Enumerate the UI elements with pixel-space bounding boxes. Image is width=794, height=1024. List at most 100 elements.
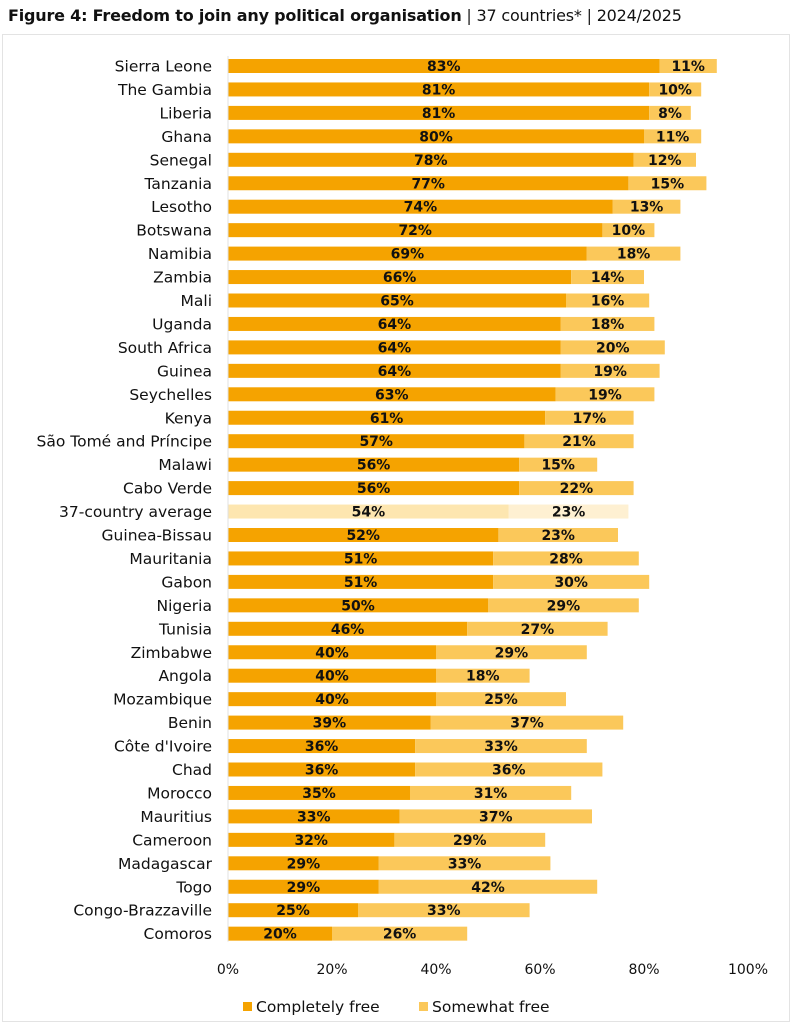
value-label-completely-free-s-o-tom-and-pr-ncipe: 57% — [359, 434, 393, 450]
chart-frame — [2, 34, 790, 1022]
bar-completely-free-mauritius — [228, 809, 400, 824]
bar-completely-free-senegal — [228, 152, 634, 167]
category-label-lesotho: Lesotho — [151, 198, 212, 216]
bar-somewhat-free-malawi — [519, 457, 598, 472]
bar-completely-free-guinea-bissau — [228, 528, 499, 542]
value-label-completely-free-benin: 39% — [313, 716, 347, 732]
category-label-cabo-verde: Cabo Verde — [123, 480, 212, 498]
bar-completely-free-tanzania — [228, 176, 629, 191]
category-label-botswana: Botswana — [136, 222, 212, 240]
bar-somewhat-free-the-gambia — [649, 82, 702, 97]
value-label-completely-free-south-africa: 64% — [378, 340, 412, 356]
bar-somewhat-free-sierra-leone — [659, 59, 717, 73]
bar-somewhat-free-zambia — [571, 270, 644, 285]
chart-title-period: 2024/2025 — [596, 6, 682, 25]
category-label-chad: Chad — [172, 761, 212, 779]
value-label-somewhat-free-37-country-average: 23% — [552, 505, 586, 521]
bar-somewhat-free-botswana — [602, 223, 655, 238]
title-separator-2: | — [586, 6, 592, 25]
legend-label-somewhat-free: Somewhat free — [432, 998, 550, 1016]
bar-completely-free-zimbabwe — [228, 645, 436, 660]
category-label-benin: Benin — [168, 714, 212, 732]
bar-somewhat-free-benin — [430, 715, 624, 730]
value-label-somewhat-free-cameroon: 29% — [453, 833, 487, 849]
value-label-completely-free-uganda: 64% — [378, 317, 412, 333]
value-label-completely-free-congo-brazzaville: 25% — [276, 903, 310, 919]
value-label-completely-free-nigeria: 50% — [341, 598, 375, 614]
value-label-completely-free-tanzania: 77% — [411, 176, 445, 192]
value-label-somewhat-free-nigeria: 29% — [547, 598, 581, 614]
category-label-mauritania: Mauritania — [129, 550, 212, 568]
value-label-somewhat-free-morocco: 31% — [474, 786, 508, 802]
value-label-somewhat-free-mauritius: 37% — [479, 809, 513, 825]
category-label-malawi: Malawi — [158, 456, 212, 474]
value-label-somewhat-free-tanzania: 15% — [651, 176, 685, 192]
x-tick-label-4: 80% — [628, 962, 659, 978]
category-label-the-gambia: The Gambia — [117, 81, 212, 99]
bar-completely-free-madagascar — [228, 856, 379, 871]
category-label-guinea: Guinea — [157, 362, 212, 380]
bar-completely-free-sierra-leone — [228, 59, 660, 73]
value-label-somewhat-free-guinea-bissau: 23% — [541, 528, 575, 544]
value-label-somewhat-free-ghana: 11% — [656, 129, 690, 145]
value-label-completely-free-namibia: 69% — [391, 247, 425, 263]
bar-completely-free-the-gambia — [228, 82, 650, 97]
bar-somewhat-free-namibia — [586, 246, 681, 261]
value-label-somewhat-free-kenya: 17% — [573, 411, 607, 427]
value-label-completely-free-seychelles: 63% — [375, 387, 409, 403]
bar-completely-free-morocco — [228, 785, 410, 800]
bar-somewhat-free-mozambique — [436, 692, 566, 707]
bar-somewhat-free-lesotho — [612, 199, 681, 214]
category-label-cameroon: Cameroon — [132, 831, 212, 849]
legend-swatch-somewhat-free — [419, 1002, 428, 1011]
bar-somewhat-free-tunisia — [467, 621, 608, 636]
category-label-s-o-tom-and-pr-ncipe: São Tomé and Príncipe — [37, 433, 213, 451]
category-label-tanzania: Tanzania — [144, 175, 213, 193]
value-label-somewhat-free-zimbabwe: 29% — [495, 645, 529, 661]
category-label-mauritius: Mauritius — [140, 808, 212, 826]
bar-somewhat-free-gabon — [493, 574, 650, 589]
value-label-completely-free-lesotho: 74% — [404, 200, 438, 216]
value-label-somewhat-free-gabon: 30% — [554, 575, 588, 591]
value-label-somewhat-free-malawi: 15% — [541, 458, 575, 474]
value-label-somewhat-free-cabo-verde: 22% — [560, 481, 594, 497]
value-label-completely-free-the-gambia: 81% — [422, 82, 456, 98]
bar-somewhat-free-uganda — [560, 316, 655, 331]
category-label-nigeria: Nigeria — [157, 597, 212, 615]
bar-completely-free-congo-brazzaville — [228, 903, 358, 918]
value-label-completely-free-togo: 29% — [287, 880, 321, 896]
value-label-somewhat-free-uganda: 18% — [591, 317, 625, 333]
bar-completely-free-south-africa — [228, 340, 561, 355]
value-label-completely-free-sierra-leone: 83% — [427, 59, 461, 75]
bar-somewhat-free-madagascar — [378, 856, 551, 871]
bar-somewhat-free-mali — [566, 293, 650, 308]
value-label-somewhat-free-lesotho: 13% — [630, 200, 664, 216]
value-label-completely-free-morocco: 35% — [302, 786, 336, 802]
category-label-south-africa: South Africa — [118, 339, 212, 357]
x-tick-label-0: 0% — [217, 962, 239, 978]
value-label-completely-free-zambia: 66% — [383, 270, 417, 286]
value-label-completely-free-mauritius: 33% — [297, 809, 331, 825]
value-label-completely-free-madagascar: 29% — [287, 856, 321, 872]
bar-completely-free-lesotho — [228, 199, 613, 214]
value-label-somewhat-free-namibia: 18% — [617, 247, 651, 263]
bar-somewhat-free-togo — [378, 879, 598, 894]
bar-somewhat-free-guinea-bissau — [498, 528, 618, 542]
category-label-guinea-bissau: Guinea-Bissau — [102, 527, 212, 545]
value-label-completely-free-tunisia: 46% — [331, 622, 365, 638]
category-label-senegal: Senegal — [150, 151, 212, 169]
value-label-somewhat-free-seychelles: 19% — [588, 387, 622, 403]
value-label-completely-free-mozambique: 40% — [315, 692, 349, 708]
bar-somewhat-free-senegal — [633, 152, 696, 167]
value-label-somewhat-free-liberia: 8% — [658, 106, 682, 122]
bar-somewhat-free-s-o-tom-and-pr-ncipe — [524, 434, 634, 449]
bar-somewhat-free-cabo-verde — [519, 481, 634, 496]
bar-completely-free-37-country-average — [228, 504, 509, 519]
value-label-somewhat-free-benin: 37% — [510, 716, 544, 732]
value-label-completely-free-cabo-verde: 56% — [357, 481, 391, 497]
category-label-madagascar: Madagascar — [118, 855, 213, 873]
bar-completely-free-namibia — [228, 246, 587, 261]
bar-completely-free-mozambique — [228, 692, 436, 707]
category-label-gabon: Gabon — [161, 573, 212, 591]
